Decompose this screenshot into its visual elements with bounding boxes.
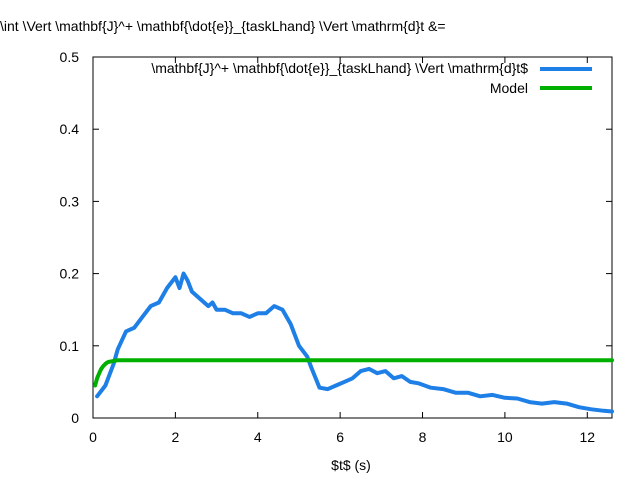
series-layer	[93, 271, 614, 414]
legend-label-model: Model	[490, 80, 528, 96]
y-tick-label: 0.3	[60, 193, 80, 209]
axis-frame	[92, 56, 613, 419]
x-tick-label: 6	[336, 429, 344, 445]
x-tick-label: 4	[254, 429, 262, 445]
y-tick-label: 0.4	[60, 121, 80, 137]
y-tick-label: 0.2	[60, 266, 80, 282]
x-tick-label: 10	[497, 429, 513, 445]
legend: \mathbf{J}^+ \mathbf{\dot{e}}_{taskLhand…	[151, 60, 592, 96]
plot-border	[92, 56, 613, 419]
x-tick-label: 8	[419, 429, 427, 445]
y-tick-label: 0	[71, 410, 79, 426]
axis-ticks: 0 2 4 6 8 10 12 0 0.1 0.2 0.3 0.4 0.5	[60, 49, 612, 445]
x-tick-label: 12	[579, 429, 595, 445]
chart-title: \int \Vert \mathbf{J}^+ \mathbf{\dot{e}}…	[0, 18, 446, 34]
series-line-model	[93, 358, 614, 388]
series-line-measured	[95, 271, 614, 414]
y-tick-label: 0.1	[60, 338, 80, 354]
legend-label-series-1: \mathbf{J}^+ \mathbf{\dot{e}}_{taskLhand…	[151, 60, 528, 76]
x-tick-label: 0	[89, 429, 97, 445]
y-tick-label: 0.5	[60, 49, 80, 65]
x-tick-label: 2	[171, 429, 179, 445]
x-axis-label: $t$ (s)	[331, 457, 371, 473]
